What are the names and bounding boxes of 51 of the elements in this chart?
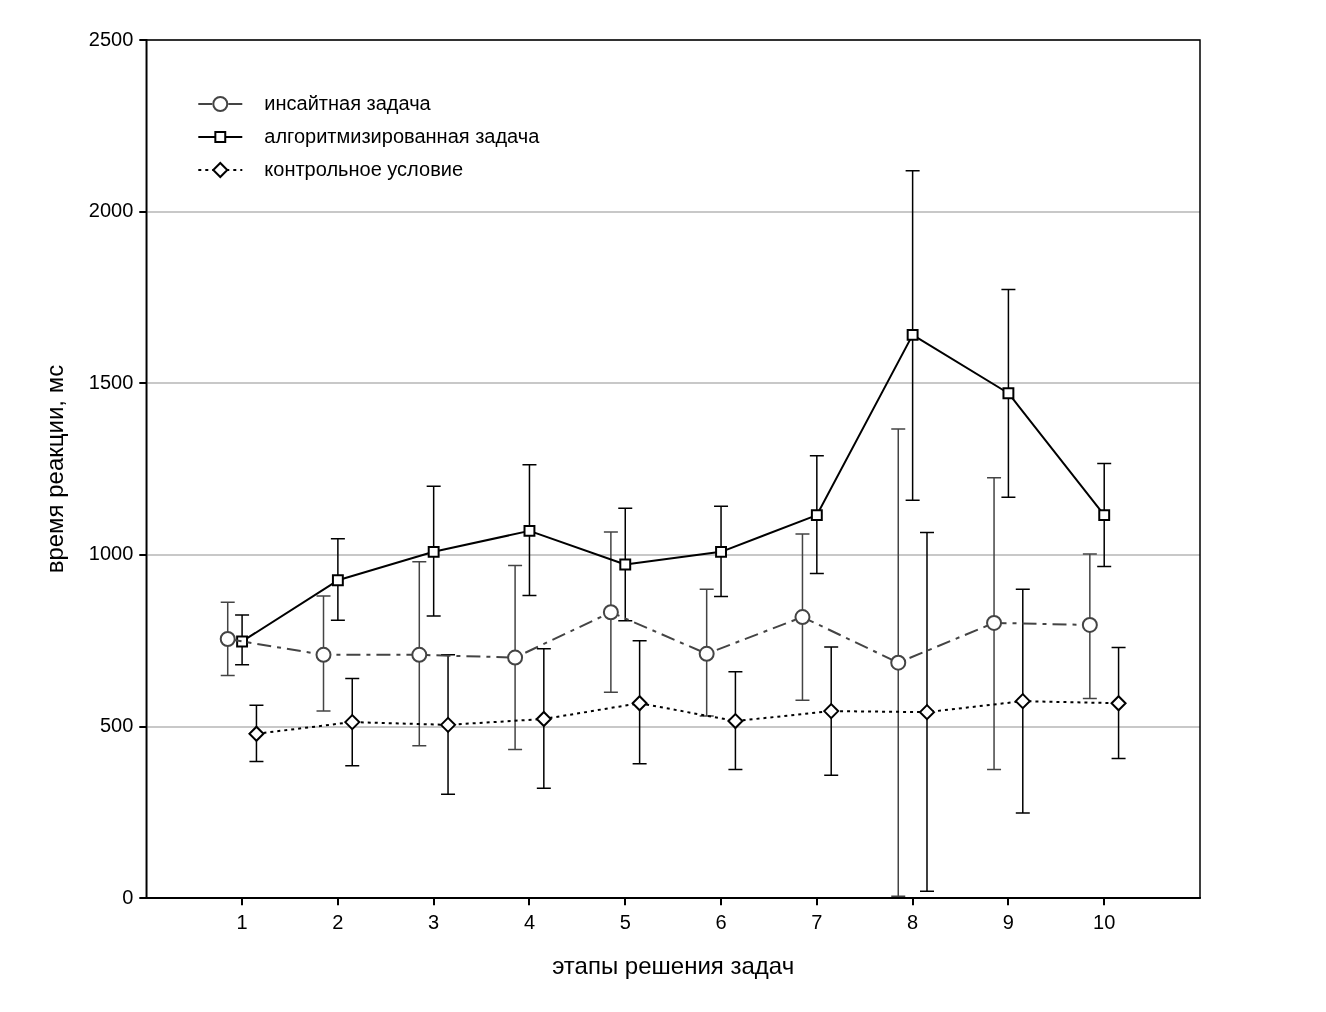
point <box>427 545 440 558</box>
x-tick-label: 2 <box>332 910 344 933</box>
point <box>507 649 524 666</box>
legend-label: инсайтная задача <box>264 91 432 114</box>
point <box>1110 695 1127 712</box>
x-tick-label: 10 <box>1093 910 1116 933</box>
point <box>1081 616 1098 633</box>
point <box>631 695 648 712</box>
point <box>1002 387 1015 400</box>
x-tick-label: 5 <box>619 910 631 933</box>
y-axis-title: время реакции, мс <box>41 364 69 574</box>
point <box>535 711 552 728</box>
point <box>315 646 332 663</box>
point <box>248 725 265 742</box>
y-tick-label: 1000 <box>88 542 134 565</box>
x-tick-label: 6 <box>715 910 727 933</box>
point <box>219 631 236 648</box>
point <box>411 646 428 663</box>
point <box>906 328 919 341</box>
point <box>810 509 823 522</box>
y-tick-label: 1500 <box>88 370 134 393</box>
point <box>823 703 840 720</box>
point <box>715 545 727 558</box>
point <box>523 524 536 537</box>
point <box>1098 509 1111 522</box>
point <box>619 558 632 571</box>
x-tick-label: 7 <box>811 910 823 933</box>
point <box>727 713 744 730</box>
x-axis-title: этапы решения задач <box>552 952 795 980</box>
point <box>331 574 344 587</box>
legend-label: алгоритмизированная задача <box>264 124 541 147</box>
point <box>890 654 907 671</box>
y-tick-label: 0 <box>122 885 134 908</box>
y-tick-label: 500 <box>99 714 134 737</box>
point <box>918 704 935 721</box>
point <box>794 609 811 626</box>
y-tick-label: 2000 <box>88 199 134 222</box>
x-tick-label: 3 <box>428 910 440 933</box>
point <box>698 645 715 662</box>
point <box>344 714 361 731</box>
point <box>602 604 619 621</box>
x-tick-label: 8 <box>907 910 919 933</box>
x-tick-label: 9 <box>1002 910 1014 933</box>
x-tick-label: 1 <box>236 910 248 933</box>
x-tick-label: 4 <box>523 910 536 933</box>
point <box>1014 693 1031 710</box>
legend-label: контрольное условие <box>264 157 464 180</box>
y-tick-label: 2500 <box>88 27 134 50</box>
point <box>986 614 1003 631</box>
point <box>440 716 457 733</box>
point <box>236 635 249 648</box>
